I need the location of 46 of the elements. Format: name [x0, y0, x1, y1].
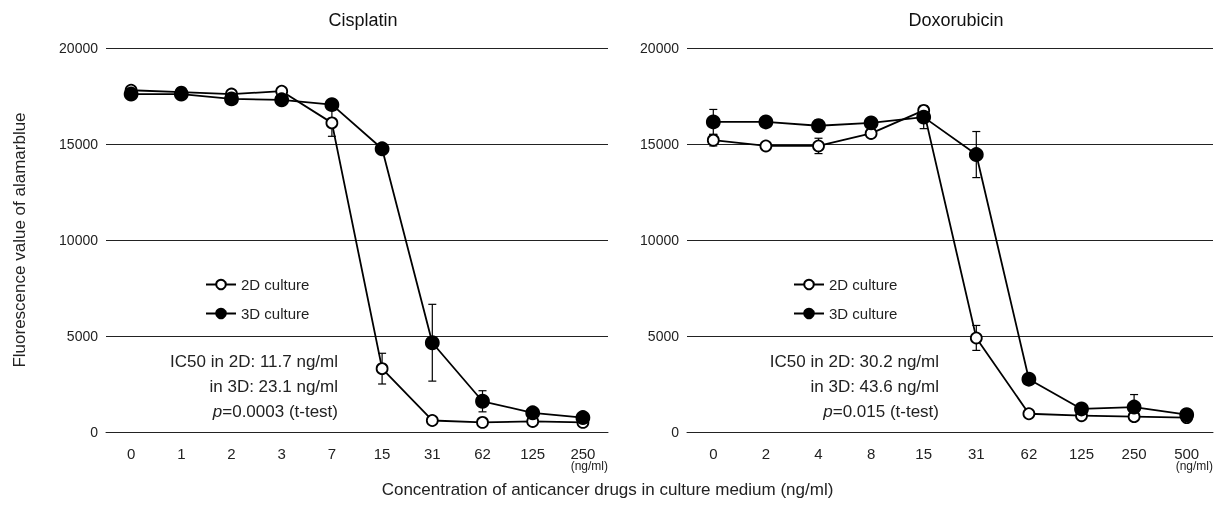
y-tick-label: 0 — [671, 424, 680, 440]
x-tick-label: 31 — [967, 445, 985, 462]
x-tick-label: 2 — [227, 445, 236, 462]
y-tick-label: 20000 — [59, 40, 99, 56]
text: (ng/ml) — [1175, 459, 1214, 473]
x-tick-label: 500 — [1174, 445, 1200, 462]
x-tick-label: 4 — [814, 445, 823, 462]
x-tick-label: 250 — [570, 445, 596, 462]
x-tick-label: 2 — [761, 445, 771, 462]
legend-label: 3D culture — [241, 305, 310, 322]
annotation: p=0.015 (t-test) — [822, 402, 940, 421]
annotation: IC50 in 2D: 11.7 ng/ml — [170, 352, 339, 371]
x-tick-label: 0 — [126, 445, 136, 462]
annotation: in 3D: 43.6 ng/ml — [810, 377, 939, 396]
x-tick-label: 8 — [866, 445, 876, 462]
x-tick-label: 1 — [177, 445, 186, 462]
x-tick-label: 125 — [1068, 445, 1095, 462]
y-tick-label: 10000 — [640, 232, 680, 248]
y-tick-label: 5000 — [66, 328, 99, 344]
text: (ng/ml) — [570, 459, 609, 473]
x-tick-label: 62 — [474, 445, 491, 462]
legend-label: 3D culture — [829, 305, 898, 322]
y-tick-label: 20000 — [640, 40, 680, 56]
chart-title: Cisplatin — [328, 10, 398, 30]
annotation: IC50 in 2D: 30.2 ng/ml — [769, 352, 940, 371]
x-tick-label: 125 — [520, 445, 546, 462]
legend-label: 2D culture — [241, 276, 310, 293]
y-tick-label: 5000 — [647, 328, 680, 344]
y-axis-title: Fluorescence value of alamarblue — [10, 112, 29, 368]
legend-label: 2D culture — [829, 276, 898, 293]
chart-title: Doxorubicin — [908, 10, 1004, 30]
x-tick-label: 15 — [373, 445, 391, 462]
x-tick-label: 3 — [277, 445, 286, 462]
x-tick-label: 250 — [1121, 445, 1147, 462]
y-tick-label: 15000 — [640, 136, 680, 152]
y-tick-label: 15000 — [59, 136, 99, 152]
y-tick-label: 0 — [90, 424, 99, 440]
x-tick-label: 0 — [709, 445, 718, 462]
x-tick-label: 31 — [423, 445, 441, 462]
annotation: in 3D: 23.1 ng/ml — [209, 377, 338, 396]
x-tick-label: 15 — [915, 445, 933, 462]
annotation: p=0.0003 (t-test) — [211, 402, 339, 421]
x-tick-label: 62 — [1020, 445, 1038, 462]
x-tick-label: 7 — [327, 445, 337, 462]
y-tick-label: 10000 — [59, 232, 99, 248]
x-axis-title: Concentration of anticancer drugs in culture medium (ng/ml) — [380, 480, 835, 500]
